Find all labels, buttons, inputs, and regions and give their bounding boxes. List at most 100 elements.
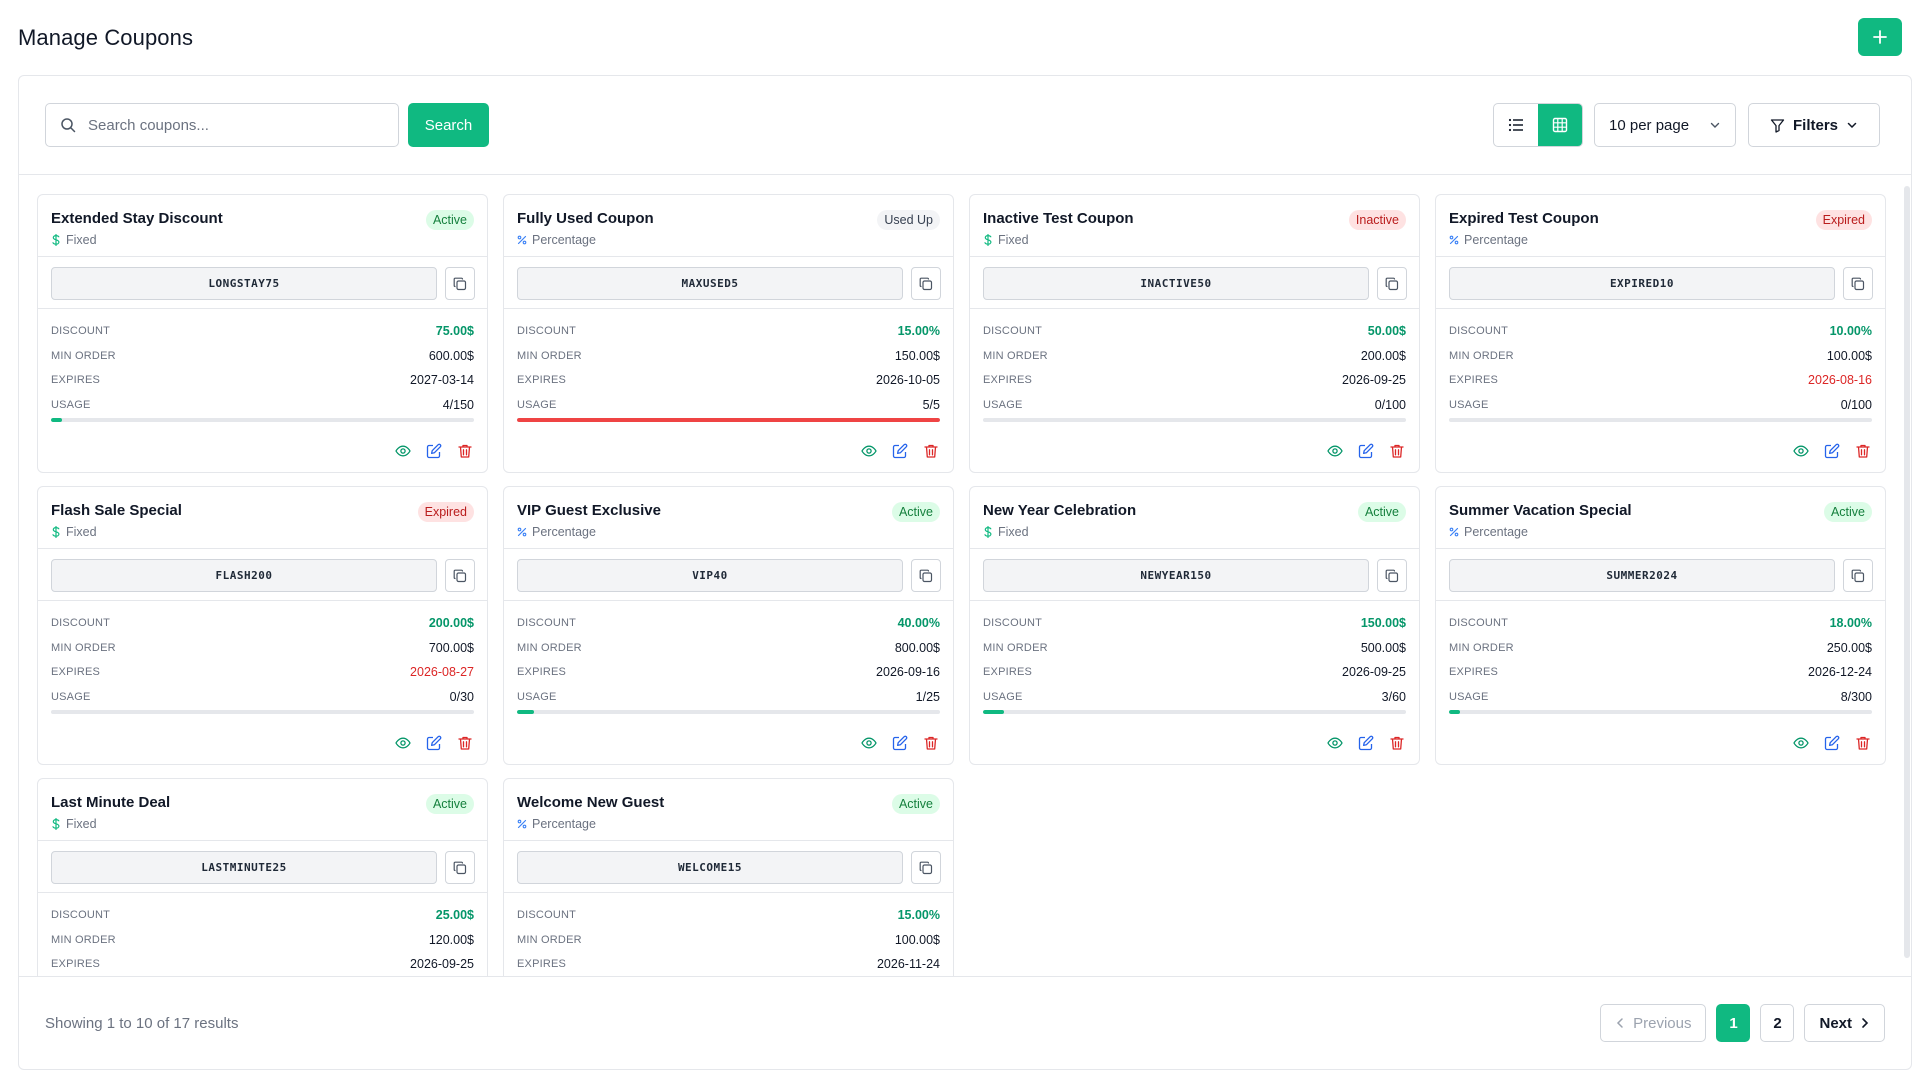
view-button[interactable] [860, 442, 878, 460]
per-page-select[interactable]: 10 per page [1594, 103, 1736, 147]
min-order-value: 100.00$ [1826, 348, 1872, 363]
status-badge: Used Up [877, 210, 940, 230]
coupon-code: WELCOME15 [517, 851, 903, 884]
discount-row: DISCOUNT 18.00% [1449, 611, 1872, 636]
dollar-icon [52, 234, 60, 246]
view-button[interactable] [860, 734, 878, 752]
delete-button[interactable] [456, 442, 474, 460]
page-1-button[interactable]: 1 [1716, 1004, 1751, 1042]
coupon-code: SUMMER2024 [1449, 559, 1835, 592]
edit-button[interactable] [425, 734, 443, 752]
expires-row: EXPIRES 2027-03-14 [51, 368, 474, 393]
edit-icon [1824, 735, 1840, 751]
discount-value: 15.00% [897, 908, 940, 923]
discount-row: DISCOUNT 75.00$ [51, 319, 474, 344]
next-page-button[interactable]: Next [1804, 1004, 1885, 1042]
copy-code-button[interactable] [1843, 267, 1873, 300]
copy-code-button[interactable] [911, 267, 941, 300]
coupon-code: EXPIRED10 [1449, 267, 1835, 300]
usage-label: USAGE [1449, 690, 1489, 703]
page-2-button[interactable]: 2 [1760, 1004, 1795, 1042]
min-order-label: MIN ORDER [1449, 349, 1514, 362]
usage-label: USAGE [517, 690, 557, 703]
search-box[interactable] [45, 103, 399, 147]
list-view-button[interactable] [1494, 104, 1538, 146]
eye-icon [395, 737, 411, 749]
coupon-code: LONGSTAY75 [51, 267, 437, 300]
coupon-type-label: Percentage [532, 233, 596, 247]
min-order-row: MIN ORDER 100.00$ [1449, 344, 1872, 369]
view-button[interactable] [1326, 442, 1344, 460]
chevron-left-icon [1617, 1018, 1623, 1028]
view-button[interactable] [1792, 734, 1810, 752]
copy-code-button[interactable] [911, 851, 941, 884]
edit-button[interactable] [1823, 442, 1841, 460]
coupon-type-label: Fixed [66, 233, 97, 247]
coupon-card: VIP Guest Exclusive Percentage Active VI… [503, 486, 954, 765]
coupon-type-label: Fixed [66, 525, 97, 539]
coupon-actions [860, 734, 940, 752]
delete-button[interactable] [922, 442, 940, 460]
eye-icon [1793, 737, 1809, 749]
grid-view-button[interactable] [1538, 104, 1582, 146]
edit-button[interactable] [1823, 734, 1841, 752]
coupon-title: Fully Used Coupon [517, 210, 654, 227]
usage-progress-bar [51, 418, 474, 422]
edit-button[interactable] [1357, 442, 1375, 460]
coupon-card: Expired Test Coupon Percentage Expired E… [1435, 194, 1886, 473]
coupon-code: FLASH200 [51, 559, 437, 592]
discount-value: 150.00$ [1360, 616, 1406, 631]
edit-button[interactable] [891, 734, 909, 752]
coupon-details: DISCOUNT 50.00$ MIN ORDER 200.00$ EXPIRE… [970, 309, 1419, 422]
status-badge: Active [1357, 502, 1406, 522]
dollar-icon [52, 818, 60, 830]
filters-button[interactable]: Filters [1748, 103, 1880, 147]
copy-code-button[interactable] [445, 851, 475, 884]
copy-code-button[interactable] [911, 559, 941, 592]
expires-label: EXPIRES [517, 666, 567, 679]
min-order-label: MIN ORDER [51, 641, 116, 654]
copy-code-button[interactable] [1843, 559, 1873, 592]
min-order-value: 700.00$ [428, 640, 474, 655]
copy-code-button[interactable] [445, 267, 475, 300]
usage-progress-fill [517, 418, 940, 422]
coupon-code-row: VIP40 [504, 549, 953, 601]
usage-progress-bar [1449, 710, 1872, 714]
search-input[interactable] [88, 116, 368, 134]
delete-button[interactable] [1854, 734, 1872, 752]
coupon-title: Extended Stay Discount [51, 210, 223, 227]
min-order-value: 600.00$ [428, 348, 474, 363]
delete-button[interactable] [456, 734, 474, 752]
min-order-row: MIN ORDER 250.00$ [1449, 636, 1872, 661]
min-order-value: 500.00$ [1360, 640, 1406, 655]
delete-button[interactable] [1388, 734, 1406, 752]
delete-button[interactable] [1854, 442, 1872, 460]
grid-scrollbar[interactable] [1904, 186, 1910, 958]
copy-code-button[interactable] [445, 559, 475, 592]
add-coupon-button[interactable] [1858, 18, 1902, 56]
trash-icon [458, 444, 472, 458]
min-order-label: MIN ORDER [517, 349, 582, 362]
view-button[interactable] [394, 442, 412, 460]
discount-value: 10.00% [1829, 324, 1872, 339]
usage-value: 5/5 [922, 397, 940, 412]
search-button[interactable]: Search [408, 103, 489, 147]
edit-button[interactable] [1357, 734, 1375, 752]
view-button[interactable] [1792, 442, 1810, 460]
delete-button[interactable] [1388, 442, 1406, 460]
coupon-title: VIP Guest Exclusive [517, 502, 661, 519]
view-button[interactable] [394, 734, 412, 752]
copy-code-button[interactable] [1377, 267, 1407, 300]
delete-button[interactable] [922, 734, 940, 752]
previous-page-button[interactable]: Previous [1600, 1004, 1707, 1042]
view-button[interactable] [1326, 734, 1344, 752]
coupon-actions [1792, 442, 1872, 460]
coupon-title: Last Minute Deal [51, 794, 171, 811]
edit-icon [892, 735, 908, 751]
edit-button[interactable] [425, 442, 443, 460]
copy-code-button[interactable] [1377, 559, 1407, 592]
edit-button[interactable] [891, 442, 909, 460]
copy-icon [1385, 569, 1399, 582]
discount-value: 18.00% [1829, 616, 1872, 631]
coupon-card-header: Fully Used Coupon Percentage Used Up [504, 195, 953, 257]
